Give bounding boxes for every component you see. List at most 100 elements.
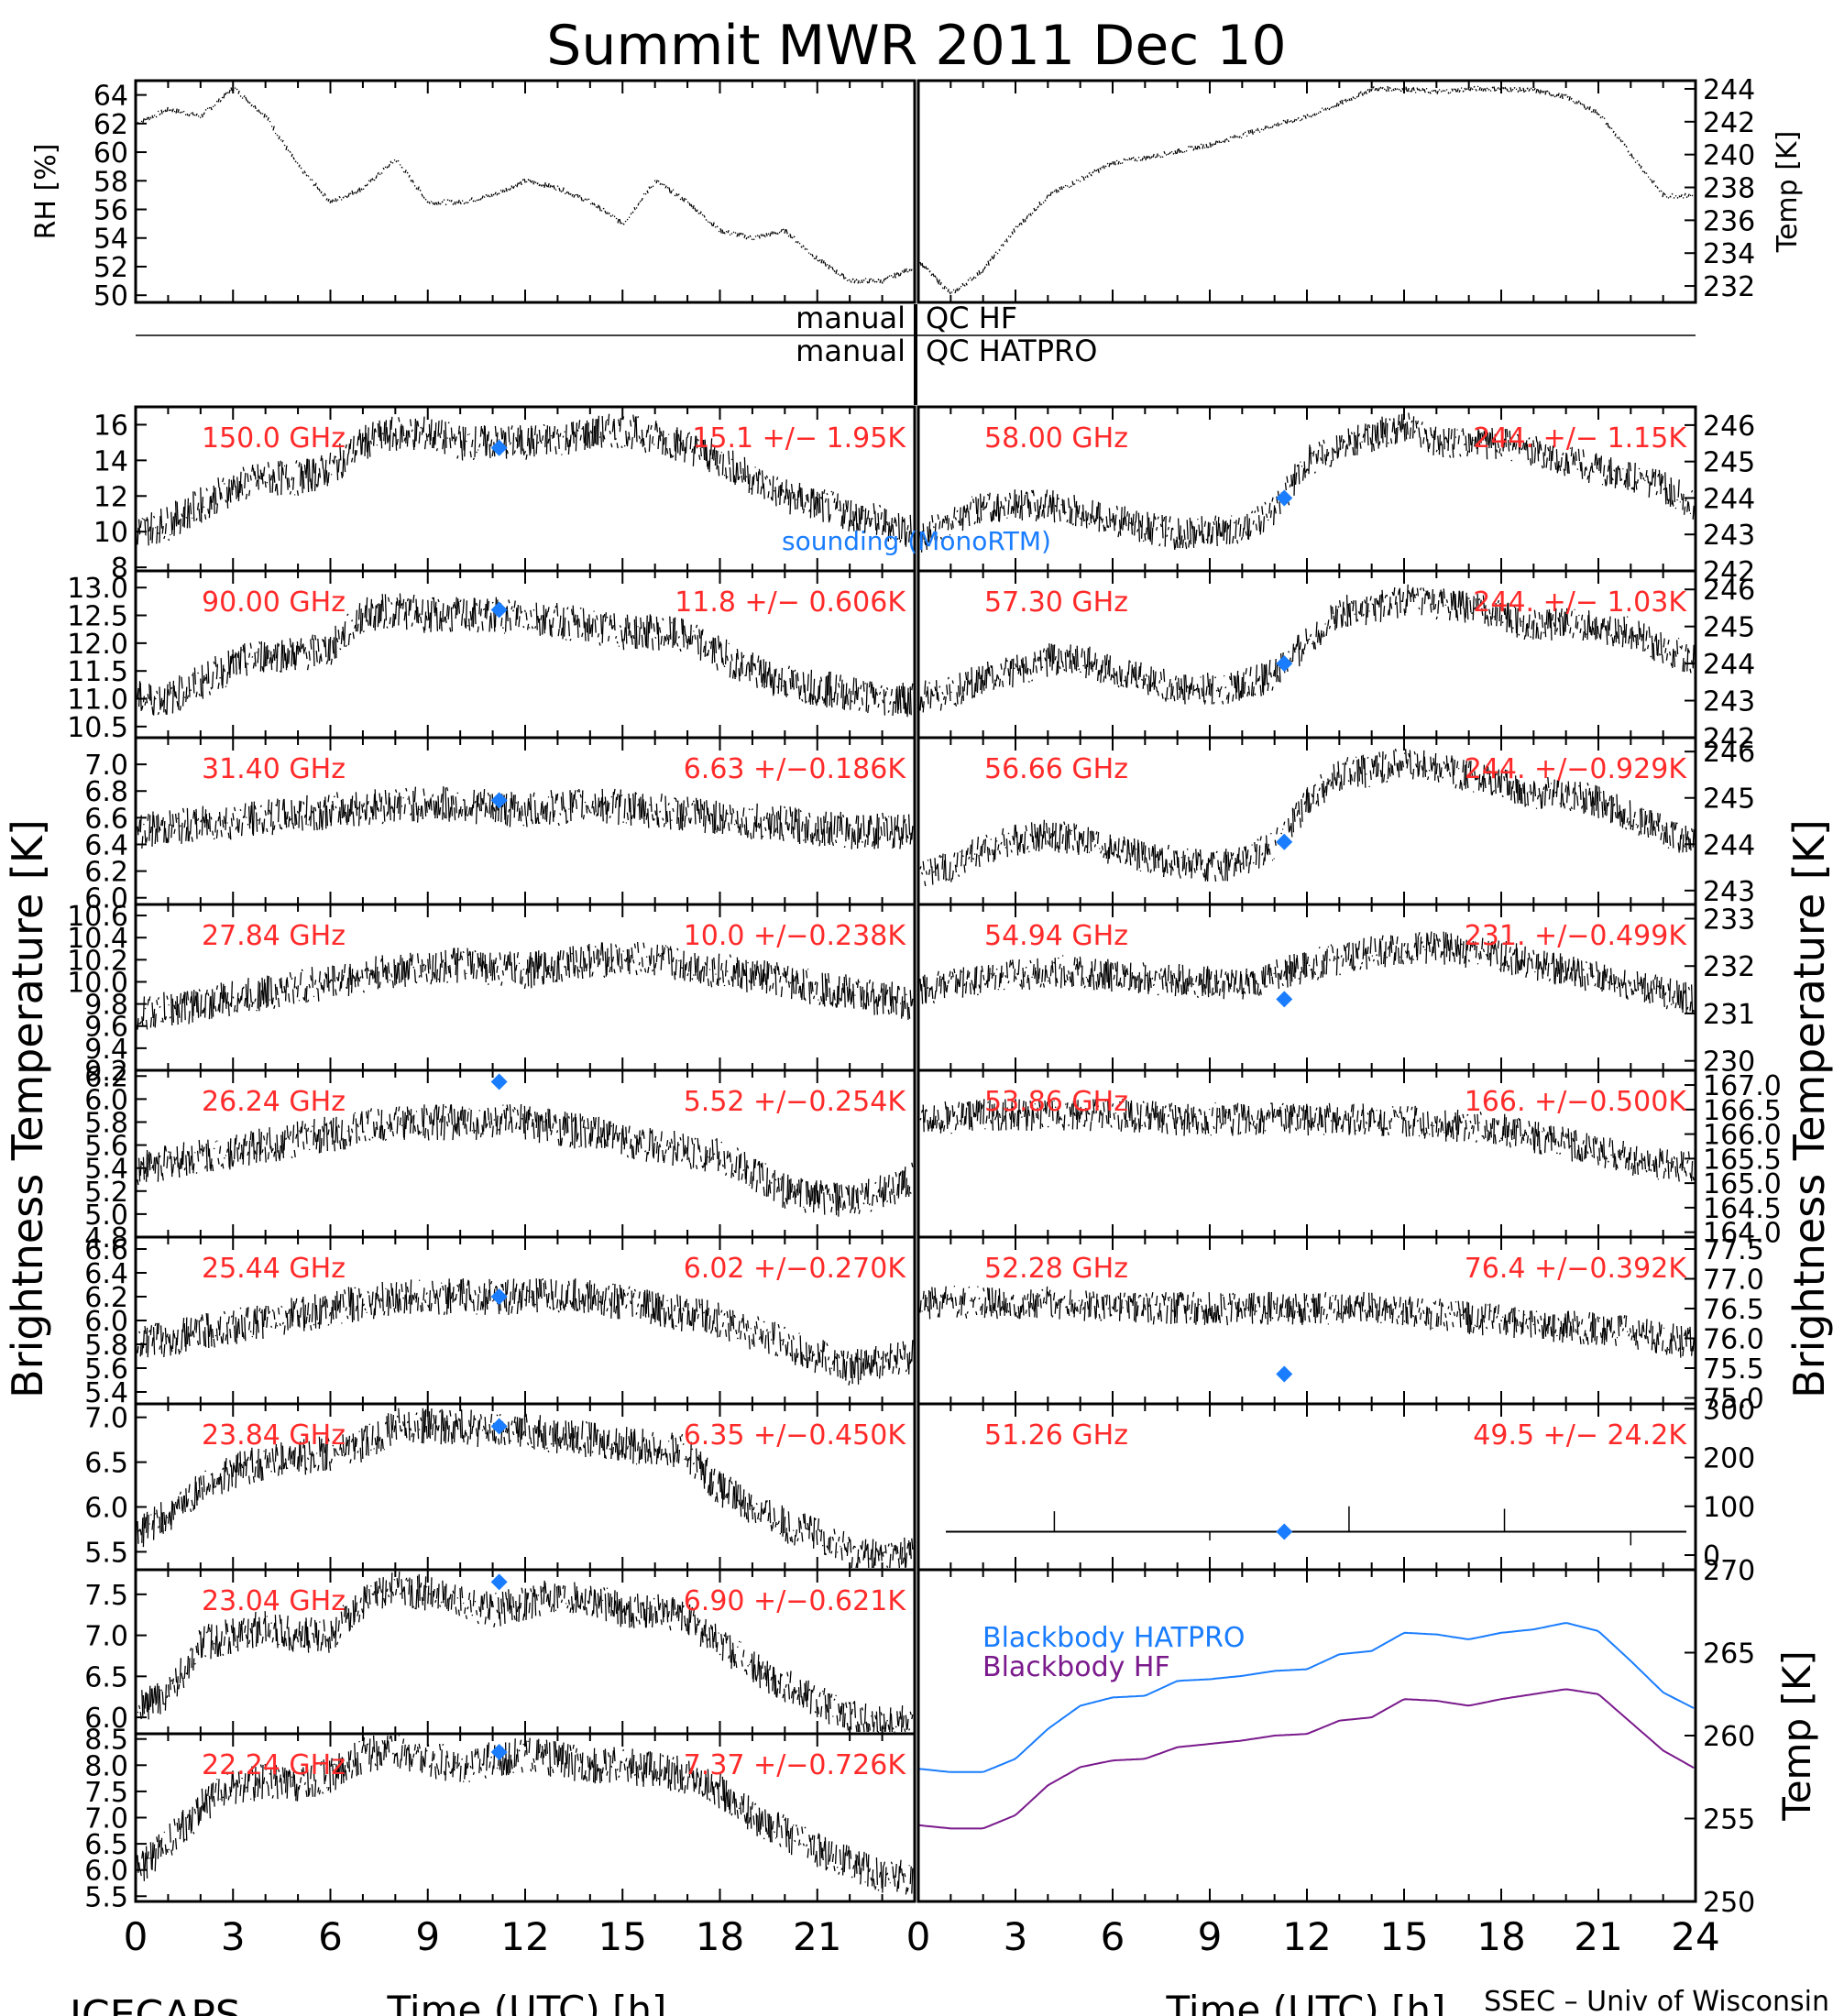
- x-tick-label: 12: [500, 1914, 549, 1959]
- y-tick-label: 231: [1703, 999, 1755, 1031]
- x-tick-label: 18: [696, 1914, 744, 1959]
- channel-stats-label: 11.8 +/− 0.606K: [675, 586, 906, 619]
- channel-frequency-label: 52.28 GHz: [984, 1253, 1128, 1285]
- panel-frame: [916, 1568, 1697, 1903]
- y-tick-label: 232: [1703, 951, 1755, 983]
- data-trace: [137, 941, 914, 1030]
- y-tick-label: 7.0: [84, 1803, 128, 1835]
- y-tick-label: 7.0: [84, 1621, 128, 1653]
- channel-frequency-label: 57.30 GHz: [984, 586, 1128, 619]
- x-tick-label: 12: [1282, 1914, 1331, 1959]
- sounding-point: [1276, 489, 1293, 507]
- y-tick-label: 5.5: [84, 1881, 128, 1913]
- panel-ch-57-30: 246 245 244 243 242 57.30 GHz 244. +/− 1.03K: [917, 571, 1755, 755]
- sounding-point: [1276, 1365, 1293, 1383]
- y-tick-label: 236: [1703, 205, 1755, 237]
- y-tick-label: 5.4: [84, 1377, 128, 1409]
- y-label-left: Brightness Temperature [K]: [3, 819, 52, 1398]
- y-tick-label: 5.6: [84, 1353, 128, 1386]
- y-label-right: Brightness Temperature [K]: [1784, 819, 1833, 1398]
- y-tick-label: 245: [1703, 447, 1755, 479]
- y-tick-label: 5.4: [84, 1154, 128, 1186]
- channel-frequency-label: 22.24 GHz: [202, 1749, 346, 1781]
- y-tick-label: 5.6: [84, 1131, 128, 1163]
- data-trace: [137, 1408, 914, 1569]
- channel-stats-label: 76.4 +/−0.392K: [1465, 1253, 1688, 1285]
- panel-ch-90: 13.012.512.011.511.010.5 90.00 GHz 11.8 +/…: [67, 571, 916, 744]
- y-tick-label: 243: [1703, 686, 1755, 718]
- y-tick-label: 166.5: [1703, 1095, 1782, 1127]
- panel-ch-25-44: 6.66.46.26.05.85.65.4 25.44 GHz 6.02 +/−0.…: [84, 1234, 916, 1409]
- y-tick-label: 64: [93, 81, 128, 113]
- y-tick-label: 233: [1703, 904, 1755, 937]
- x-tick-label: 15: [1379, 1914, 1428, 1959]
- x-tick-label: 6: [1101, 1914, 1125, 1959]
- channel-frequency-label: 31.40 GHz: [202, 753, 346, 785]
- y-tick-label: 246: [1703, 411, 1755, 443]
- y-tick-label: 9.2: [84, 1056, 128, 1088]
- y-tick-label: 12: [93, 481, 128, 513]
- channel-frequency-label: 90.00 GHz: [202, 586, 346, 619]
- y-tick-label: 7.5: [84, 1580, 128, 1612]
- data-trace: [137, 1571, 914, 1733]
- y-tick-label: 13.0: [67, 573, 128, 605]
- y-tick-label: 7.0: [84, 750, 128, 782]
- channel-stats-label: 15.1 +/− 1.95K: [692, 422, 906, 455]
- y-tick-label: 0: [1703, 1540, 1720, 1572]
- channel-stats-label: 10.0 +/−0.238K: [684, 920, 907, 952]
- y-tick-label: 8.0: [84, 1750, 128, 1782]
- channel-stats-label: 244. +/− 1.03K: [1473, 586, 1687, 619]
- y-tick-label: 6.0: [84, 1493, 128, 1525]
- y-tick-label: 6.2: [84, 857, 128, 889]
- y-tick-label: 50: [93, 280, 128, 312]
- x-tick-labels: 0 0 3 3 6 6 9 9 12 12 15 15 18 18 21 21 24: [124, 1914, 1720, 1959]
- y-tick-label: 56: [93, 195, 128, 227]
- y-tick-label: 10.4: [67, 923, 128, 955]
- y-tick-label: 62: [93, 109, 128, 141]
- y-tick-label: 243: [1703, 520, 1755, 552]
- y-tick-label: 6.6: [84, 803, 128, 835]
- sounding-label: sounding (MonoRTM): [782, 526, 1051, 556]
- y-tick-label: 6.0: [84, 1084, 128, 1116]
- qc-left-hatpro: manual: [796, 334, 906, 368]
- y-tick-label: 245: [1703, 612, 1755, 644]
- panel-ch-58-00: 246 245 244 243 242 58.00 GHz 244. +/− 1.15K: [917, 407, 1755, 588]
- y-tick-label: 234: [1703, 238, 1755, 270]
- qc-right-hf: QC HF: [926, 301, 1017, 335]
- data-trace: [919, 1285, 1695, 1358]
- channel-stats-label: 6.63 +/−0.186K: [684, 753, 907, 785]
- x-tick-label: 21: [793, 1914, 841, 1959]
- y-tick-label: 12.5: [67, 601, 128, 633]
- y-tick-label: 164.5: [1703, 1193, 1782, 1225]
- y-tick-label: 10.0: [67, 967, 128, 999]
- data-trace: [919, 584, 1695, 713]
- y-tick-label: 5.0: [84, 1200, 128, 1232]
- y-tick-label: 76.0: [1703, 1324, 1764, 1356]
- y-tick-label: 6.8: [84, 776, 128, 808]
- panel-ch-31-40: 7.06.86.66.46.26.0 31.40 GHz 6.63 +/−0.186…: [84, 738, 916, 915]
- channel-stats-label: 231. +/−0.499K: [1465, 920, 1688, 952]
- channel-frequency-label: 54.94 GHz: [984, 920, 1128, 952]
- y-tick-label: 9.8: [84, 990, 128, 1022]
- y-tick-label: 5.8: [84, 1107, 128, 1139]
- rh-axis-label: RH [%]: [30, 144, 62, 240]
- panel-ch-52-28: 77.577.076.576.075.575.0 52.28 GHz 76.4 +/…: [917, 1234, 1764, 1416]
- data-trace: [137, 786, 914, 849]
- y-tick-label: 6.2: [84, 1061, 128, 1093]
- sounding-point: [490, 439, 508, 456]
- channel-frequency-label: 58.00 GHz: [984, 422, 1128, 455]
- y-tick-label: 238: [1703, 173, 1755, 205]
- legend-entry: Blackbody HATPRO: [982, 1622, 1246, 1654]
- blackbody-series-line: [917, 1622, 1695, 1773]
- air-temp-axis-label: Temp [K]: [1772, 131, 1804, 254]
- y-tick-label: 4.8: [84, 1222, 128, 1255]
- sounding-point: [1276, 655, 1293, 673]
- y-tick-label: 7.5: [84, 1777, 128, 1809]
- y-tick-label: 6.0: [84, 1856, 128, 1888]
- y-tick-label: 6.5: [84, 1448, 128, 1480]
- y-tick-label: 164.0: [1703, 1218, 1782, 1250]
- y-tick-label: 10.5: [67, 712, 128, 744]
- data-trace: [137, 1735, 914, 1895]
- legend-entry: Blackbody HF: [982, 1651, 1170, 1683]
